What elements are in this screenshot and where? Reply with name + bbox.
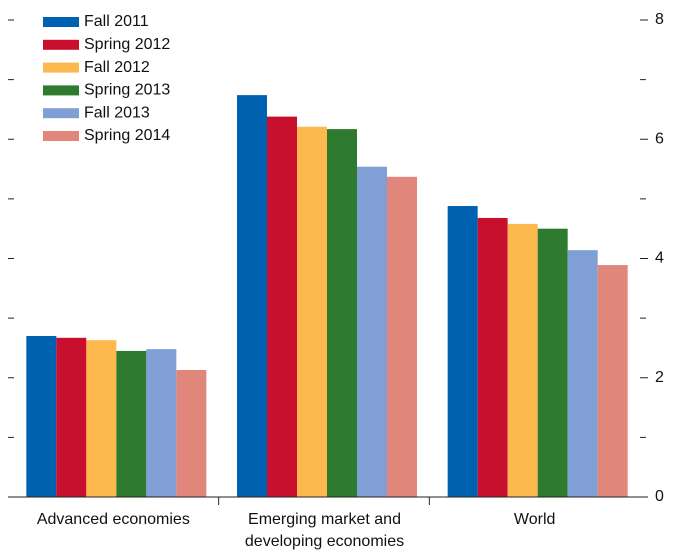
y-tick-label: 4	[655, 250, 664, 267]
bar	[116, 350, 147, 497]
bar	[146, 349, 177, 497]
bar	[297, 126, 327, 497]
legend-swatch	[43, 62, 79, 73]
legend-label: Fall 2013	[84, 104, 150, 121]
bar	[357, 166, 387, 498]
bar	[567, 250, 598, 497]
bar	[597, 265, 628, 497]
legend-label: Spring 2014	[84, 127, 170, 144]
x-tick-label: World	[513, 511, 556, 528]
x-tick-label: Advanced economies	[36, 511, 190, 528]
y-tick-label: 0	[655, 488, 664, 505]
legend-label: Fall 2012	[84, 59, 150, 76]
legend-swatch	[43, 85, 79, 96]
legend-swatch	[43, 39, 79, 50]
bar	[447, 206, 478, 497]
legend-swatch	[43, 17, 79, 27]
bar	[56, 337, 87, 497]
legend-swatch	[43, 108, 79, 119]
bar	[387, 176, 417, 497]
y-tick-label: 6	[655, 130, 664, 147]
bar	[267, 116, 297, 497]
legend-label: Fall 2011	[84, 13, 149, 30]
legend-swatch	[43, 131, 79, 141]
bar	[327, 129, 357, 497]
legend-label: Spring 2013	[84, 82, 170, 99]
y-tick-label: 8	[655, 11, 664, 28]
bar	[507, 223, 538, 498]
bar	[537, 228, 568, 497]
x-tick-label: Emerging market and developing economies	[244, 511, 405, 550]
bar	[26, 336, 57, 497]
bar	[237, 95, 267, 497]
bar	[477, 217, 508, 497]
bar	[176, 369, 207, 497]
legend-label: Spring 2012	[84, 36, 170, 53]
y-tick-label: 2	[655, 369, 664, 386]
bar	[86, 340, 117, 497]
